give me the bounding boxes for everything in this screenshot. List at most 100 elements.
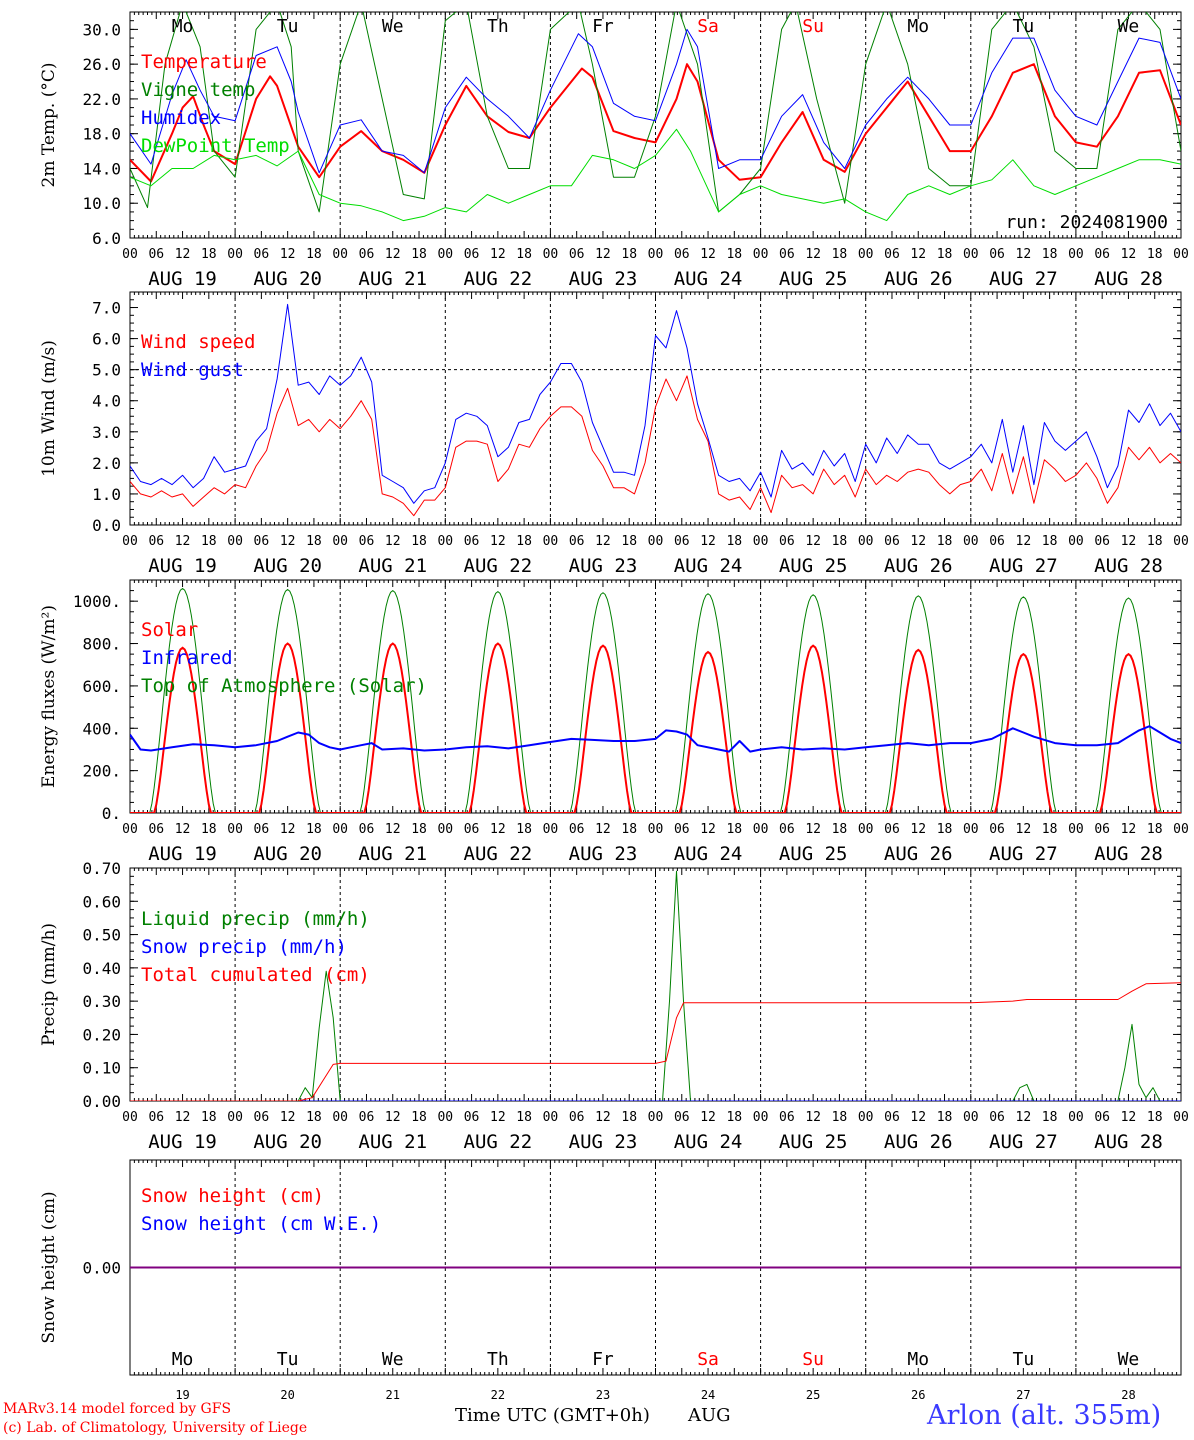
legend-entry: Top of Atmosphere (Solar) bbox=[141, 675, 427, 697]
y-tick-label: 10.0 bbox=[82, 194, 121, 213]
hour-tick-label: 00 bbox=[1068, 534, 1084, 549]
hour-tick-label: 12 bbox=[910, 247, 926, 262]
hour-tick-label: 18 bbox=[937, 247, 953, 262]
hour-tick-label: 18 bbox=[516, 822, 532, 837]
panel-4: 0.00 0.10 0.20 0.30 0.40 0.50 0.60 0.70 Precip (… bbox=[39, 859, 1189, 1153]
weekday-label: Mo bbox=[907, 1349, 929, 1370]
date-label: AUG 20 bbox=[253, 555, 322, 577]
y-tick-label: 0.00 bbox=[82, 1092, 121, 1111]
hour-tick-label: 00 bbox=[227, 822, 243, 837]
hour-tick-label: 06 bbox=[569, 822, 585, 837]
hour-tick-label: 18 bbox=[1042, 534, 1058, 549]
hour-tick-label: 12 bbox=[910, 822, 926, 837]
legend-entry: Infrared bbox=[141, 647, 233, 669]
hour-tick-label: 18 bbox=[1147, 247, 1163, 262]
weekday-label: Fr bbox=[592, 16, 614, 37]
day-number: 21 bbox=[386, 1388, 400, 1402]
hour-tick-label: 06 bbox=[359, 822, 375, 837]
y-tick-label: 1000. bbox=[73, 592, 121, 611]
y-tick-label: 0.50 bbox=[82, 926, 121, 945]
day-number: 26 bbox=[911, 1388, 925, 1402]
weekday-label: Su bbox=[802, 16, 824, 37]
date-label: AUG 24 bbox=[674, 843, 743, 865]
series-group bbox=[130, 303, 1181, 517]
date-label: AUG 27 bbox=[989, 268, 1058, 290]
weekday-label: Tu bbox=[277, 16, 299, 37]
hour-tick-label: 18 bbox=[832, 534, 848, 549]
date-label: AUG 20 bbox=[253, 1131, 322, 1153]
y-tick-label: 0.00 bbox=[82, 1259, 121, 1278]
date-label: AUG 24 bbox=[674, 555, 743, 577]
y-axis-label: Precip (mm/h) bbox=[39, 923, 59, 1046]
date-label: AUG 26 bbox=[884, 843, 953, 865]
weekday-label: Sa bbox=[697, 1349, 719, 1370]
hour-tick-label: 00 bbox=[963, 247, 979, 262]
hour-tick-label: 18 bbox=[516, 534, 532, 549]
hour-tick-label: 12 bbox=[910, 534, 926, 549]
hour-tick-label: 06 bbox=[254, 1110, 270, 1125]
legend-entry: Snow height (cm) bbox=[141, 1185, 324, 1207]
hour-tick-label: 00 bbox=[543, 1110, 559, 1125]
date-label: AUG 21 bbox=[358, 843, 427, 865]
hour-tick-label: 00 bbox=[437, 822, 453, 837]
series-line-3 bbox=[130, 982, 1181, 1101]
date-label: AUG 25 bbox=[779, 843, 848, 865]
hour-tick-label: 18 bbox=[937, 534, 953, 549]
hour-tick-label: 06 bbox=[884, 247, 900, 262]
hour-tick-label: 06 bbox=[1094, 247, 1110, 262]
weekday-label: Mo bbox=[172, 1349, 194, 1370]
panel-2: 0.0 1.0 2.0 3.0 4.0 5.0 6.0 7.0 10m Wind (m/s) Wi… bbox=[39, 291, 1189, 577]
panel-1: 6.0 10.0 14.0 18.0 22.0 26.0 30.0 2m Temp. (°C)… bbox=[39, 11, 1189, 290]
weekday-label: Mo bbox=[172, 16, 194, 37]
hour-tick-label: 06 bbox=[359, 1110, 375, 1125]
hour-tick-label: 12 bbox=[490, 822, 506, 837]
hour-tick-label: 06 bbox=[148, 822, 164, 837]
hour-tick-label: 12 bbox=[280, 247, 296, 262]
y-tick-label: 3.0 bbox=[92, 423, 121, 442]
hour-tick-label: 12 bbox=[700, 534, 716, 549]
y-tick-label: 30.0 bbox=[82, 20, 121, 39]
hour-tick-label: 12 bbox=[175, 1110, 191, 1125]
series-line-4 bbox=[130, 128, 1181, 222]
y-tick-label: 600. bbox=[82, 677, 121, 696]
y-tick-label: 0.70 bbox=[82, 859, 121, 878]
hour-tick-label: 12 bbox=[1121, 822, 1137, 837]
lab-credit: (c) Lab. of Climatology, University of L… bbox=[3, 1420, 308, 1436]
y-tick-label: 200. bbox=[82, 762, 121, 781]
series-group bbox=[130, 870, 1181, 1101]
date-label: AUG 28 bbox=[1094, 268, 1163, 290]
weekday-label: Th bbox=[487, 16, 509, 37]
date-label: AUG 19 bbox=[148, 843, 217, 865]
weekday-label: We bbox=[382, 1349, 404, 1370]
hour-tick-label: 00 bbox=[753, 1110, 769, 1125]
hour-tick-label: 18 bbox=[1147, 822, 1163, 837]
date-label: AUG 27 bbox=[989, 843, 1058, 865]
hour-tick-label: 18 bbox=[621, 822, 637, 837]
hour-tick-label: 12 bbox=[1016, 247, 1032, 262]
hour-tick-label: 12 bbox=[175, 534, 191, 549]
weekday-label: Su bbox=[802, 1349, 824, 1370]
hour-tick-label: 06 bbox=[1094, 534, 1110, 549]
hour-tick-label: 06 bbox=[148, 534, 164, 549]
hour-tick-label: 12 bbox=[175, 822, 191, 837]
y-tick-label: 6.0 bbox=[92, 330, 121, 349]
hour-tick-label: 06 bbox=[989, 534, 1005, 549]
hour-tick-label: 06 bbox=[779, 534, 795, 549]
month-label: AUG bbox=[688, 1405, 731, 1426]
hour-tick-label: 00 bbox=[437, 247, 453, 262]
panel-5: 0.00 Snow height (cm) Snow height (cm) Snow… bbox=[39, 1159, 1182, 1402]
y-tick-label: 5.0 bbox=[92, 361, 121, 380]
hour-tick-label: 18 bbox=[516, 1110, 532, 1125]
infrared-line bbox=[130, 725, 1181, 753]
y-tick-label: 0.10 bbox=[82, 1059, 121, 1078]
date-label: AUG 21 bbox=[358, 1131, 427, 1153]
toa-solar-line bbox=[130, 587, 1181, 813]
legend-entry: DewPoint Temp bbox=[141, 135, 290, 157]
y-tick-label: 22.0 bbox=[82, 90, 121, 109]
time-axis-label: Time UTC (GMT+0h) bbox=[455, 1405, 650, 1426]
y-tick-label: 6.0 bbox=[92, 229, 121, 248]
hour-tick-label: 18 bbox=[726, 1110, 742, 1125]
hour-tick-label: 00 bbox=[332, 534, 348, 549]
hour-tick-label: 00 bbox=[858, 534, 874, 549]
hour-tick-label: 18 bbox=[937, 1110, 953, 1125]
